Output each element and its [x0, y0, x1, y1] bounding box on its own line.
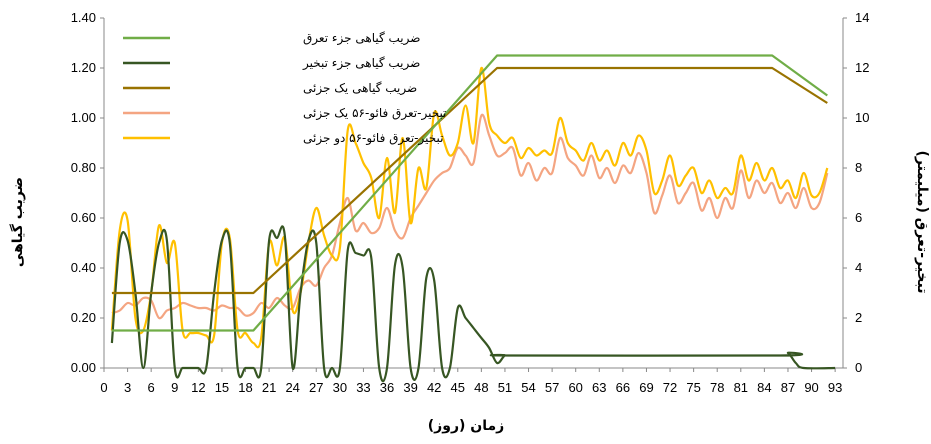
x-tick-label: 6: [148, 380, 155, 395]
legend-item-et-dual: تبخیر-تعرق فائو-۵۶ دو جزئی: [123, 131, 443, 146]
y-left-tick-label: 1.40: [71, 10, 96, 25]
y-right-tick-label: 4: [855, 260, 862, 275]
y-right-tick-label: 0: [855, 360, 862, 375]
y-left-tick-label: 1.00: [71, 110, 96, 125]
y-left-tick-label: 0.60: [71, 210, 96, 225]
y-left-tick-label: 0.40: [71, 260, 96, 275]
legend-item-transpiration-coefficient: ضریب گیاهی جزء تعرق: [123, 31, 420, 46]
y-left-tick-label: 1.20: [71, 60, 96, 75]
x-tick-label: 60: [568, 380, 582, 395]
x-tick-label: 0: [100, 380, 107, 395]
legend-label: ضریب گیاهی یک جزئی: [303, 81, 417, 96]
x-tick-label: 75: [686, 380, 700, 395]
x-tick-label: 81: [734, 380, 748, 395]
series-line-et-single: [111, 113, 829, 320]
x-tick-label: 84: [757, 380, 771, 395]
x-tick-label: 18: [238, 380, 252, 395]
x-tick-label: 30: [333, 380, 347, 395]
x-tick-label: 42: [427, 380, 441, 395]
x-tick-label: 57: [545, 380, 559, 395]
y-left-tick-label: 0.80: [71, 160, 96, 175]
y-right-tick-label: 12: [855, 60, 869, 75]
x-tick-label: 39: [403, 380, 417, 395]
x-tick-label: 3: [124, 380, 131, 395]
y-right-tick-label: 14: [855, 10, 869, 25]
legend-label: تبخیر-تعرق فائو-۵۶ یک جزئی: [303, 106, 446, 121]
legend-item-single-coefficient: ضریب گیاهی یک جزئی: [123, 81, 417, 96]
series-group: [110, 54, 836, 383]
x-tick-label: 78: [710, 380, 724, 395]
y-right-tick-label: 2: [855, 310, 862, 325]
plot-lines: [103, 18, 844, 369]
x-tick-label: 48: [474, 380, 488, 395]
y-left-tick-label: 0.20: [71, 310, 96, 325]
y-right-axis-ticks: 0 2 4 6 8 10 12 14: [843, 10, 869, 375]
legend-label: ضریب گیاهی جزء تعرق: [303, 31, 420, 46]
x-tick-label: 24: [285, 380, 299, 395]
legend-item-et-single: تبخیر-تعرق فائو-۵۶ یک جزئی: [123, 106, 446, 121]
x-tick-label: 69: [639, 380, 653, 395]
x-tick-label: 66: [616, 380, 630, 395]
legend-label: تبخیر-تعرق فائو-۵۶ دو جزئی: [303, 131, 443, 146]
x-tick-label: 15: [215, 380, 229, 395]
y-right-axis-title: تبخیر-تعرق (میلیمتر): [914, 151, 930, 294]
y-left-tick-label: 0.00: [71, 360, 96, 375]
x-tick-label: 54: [521, 380, 535, 395]
legend: ضریب گیاهی جزء تعرق ضریب گیاهی جزء تبخیر ض…: [123, 31, 446, 146]
x-tick-label: 93: [828, 380, 842, 395]
x-tick-label: 87: [781, 380, 795, 395]
x-tick-label: 45: [451, 380, 465, 395]
legend-label: ضریب گیاهی جزء تبخیر: [302, 56, 420, 71]
x-tick-label: 90: [804, 380, 818, 395]
series-line-evaporation-coefficient: [110, 225, 836, 383]
x-tick-label: 27: [309, 380, 323, 395]
series-line-transpiration-coefficient: [111, 54, 828, 332]
y-left-axis-title: ضریب گیاهی: [9, 177, 26, 267]
x-tick-label: 63: [592, 380, 606, 395]
x-tick-label: 72: [663, 380, 677, 395]
y-right-tick-label: 10: [855, 110, 869, 125]
legend-item-evaporation-coefficient: ضریب گیاهی جزء تبخیر: [123, 56, 420, 71]
x-tick-label: 51: [498, 380, 512, 395]
y-left-axis-ticks: 0.00 0.20 0.40 0.60 0.80 1.00 1.20 1.40: [71, 10, 104, 375]
x-axis-ticks: 0 3 6 9 12 15 18 21 24 27 30 33 36 39 42 45 48 51 54 57 60 63…: [100, 368, 842, 395]
series-line-single-coefficient: [111, 66, 828, 295]
x-tick-label: 12: [191, 380, 205, 395]
x-tick-label: 21: [262, 380, 276, 395]
y-right-tick-label: 8: [855, 160, 862, 175]
x-tick-label: 33: [356, 380, 370, 395]
x-tick-label: 36: [380, 380, 394, 395]
y-right-tick-label: 6: [855, 210, 862, 225]
x-tick-label: 9: [171, 380, 178, 395]
series-line-et-dual: [110, 66, 829, 349]
x-axis-title: زمان (روز): [428, 418, 504, 434]
